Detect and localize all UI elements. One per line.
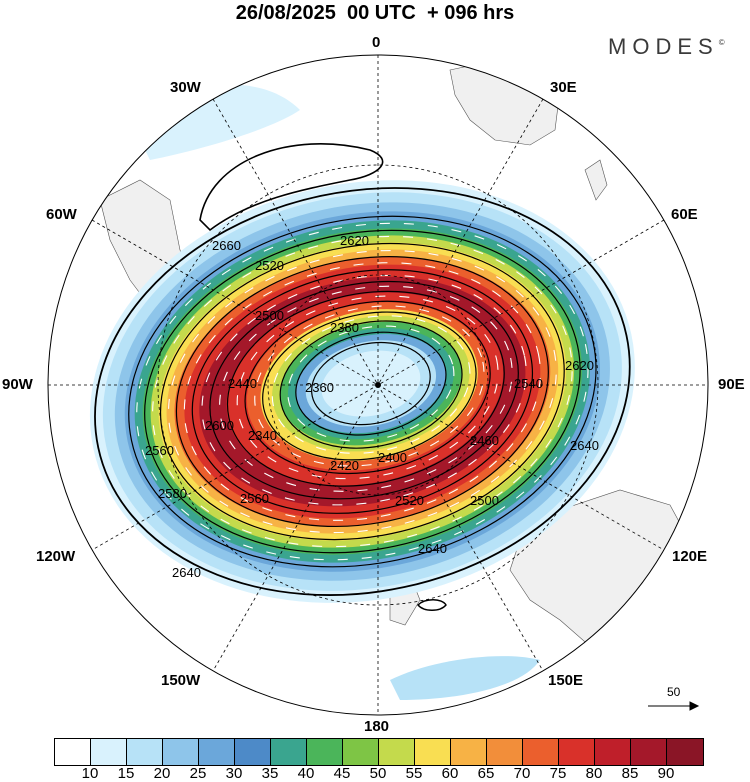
colorbar-label: 90 [657,765,675,782]
colorbar-label: 70 [513,765,531,782]
brand-mark: © [718,38,725,47]
lon-label-30e: 30E [550,79,577,96]
lon-label-150e: 150E [548,672,584,689]
colorbar-swatch [343,739,379,765]
lon-label-30w: 30W [170,79,201,96]
contour-label: 2360 [305,380,334,395]
colorbar-swatch [271,739,307,765]
contour-label: 2520 [395,493,424,508]
contour-label: 2560 [240,491,269,506]
contour-label: 2420 [330,458,359,473]
colorbar-label: 50 [369,765,387,782]
colorbar-swatch [487,739,523,765]
lon-label-90w: 90W [2,376,33,393]
lon-label-90e: 90E [718,376,745,393]
contour-label: 2640 [570,438,599,453]
contour-label: 2620 [565,358,594,373]
colorbar-swatch [523,739,559,765]
colorbar-swatch [199,739,235,765]
lon-label-180: 180 [364,718,390,735]
colorbar-swatch [55,739,91,765]
contour-label: 2500 [255,308,284,323]
colorbar-label: 80 [585,765,603,782]
colorbar-swatch [415,739,451,765]
lon-label-120w: 120W [36,548,76,565]
contour-label: 2620 [340,233,369,248]
colorbar-label: 85 [621,765,639,782]
colorbar-swatch [379,739,415,765]
colorbar-swatch [163,739,199,765]
colorbar-label: 35 [261,765,279,782]
contour-2660-closed [199,143,384,232]
contour-label: 2660 [212,238,241,253]
colorbar-swatch [127,739,163,765]
lon-label-0: 0 [372,34,381,51]
colorbar [54,738,704,766]
reference-vector [648,701,700,711]
contour-label: 2380 [330,320,359,335]
reference-vector-label: 50 [667,685,681,699]
colorbar-label: 55 [405,765,423,782]
contour-label: 2500 [470,493,499,508]
colorbar-label: 45 [333,765,351,782]
colorbar-label: 15 [117,765,135,782]
colorbar-swatch [631,739,667,765]
colorbar-swatch [307,739,343,765]
colorbar-swatch [667,739,703,765]
colorbar-swatch [559,739,595,765]
contour-lines [94,187,631,596]
contour-label: 2340 [248,428,277,443]
contour-label: 2560 [145,443,174,458]
colorbar-swatch [595,739,631,765]
colorbar-label: 25 [189,765,207,782]
contour-label: 2520 [255,258,284,273]
map-border [47,54,709,716]
pole-marker [375,382,381,388]
colorbar-swatch [91,739,127,765]
colorbar-label: 60 [441,765,459,782]
colorbar-label: 75 [549,765,567,782]
lon-label-60e: 60E [671,206,698,223]
colorbar-label: 10 [81,765,99,782]
colorbar-label: 40 [297,765,315,782]
contour-label-group: 2660 2620 2520 2500 2440 2420 2400 2380 … [145,233,599,580]
lon-label-150w: 150W [161,672,201,689]
wind-patch-south [390,656,540,700]
lon-label-120e: 120E [672,548,708,565]
colorbar-swatch [235,739,271,765]
contour-label: 2540 [514,376,543,391]
map-title: 26/08/2025 00 UTC + 096 hrs [235,2,515,24]
brand-name: MODES [608,34,719,59]
colorbar-label: 20 [153,765,171,782]
colorbar-label: 65 [477,765,495,782]
contour-label: 2580 [158,486,187,501]
contour-label: 2640 [172,565,201,580]
contour-small [417,599,447,611]
colorbar-swatch [451,739,487,765]
lon-label-60w: 60W [46,206,77,223]
contour-label: 2400 [378,450,407,465]
colorbar-label: 30 [225,765,243,782]
brand-logo: MODES© [608,34,725,60]
contour-label: 2460 [470,433,499,448]
contour-label: 2640 [418,541,447,556]
contour-label: 2440 [228,376,257,391]
wind-arrows [136,222,589,561]
land-madagascar [584,159,608,201]
contour-label: 2600 [205,418,234,433]
